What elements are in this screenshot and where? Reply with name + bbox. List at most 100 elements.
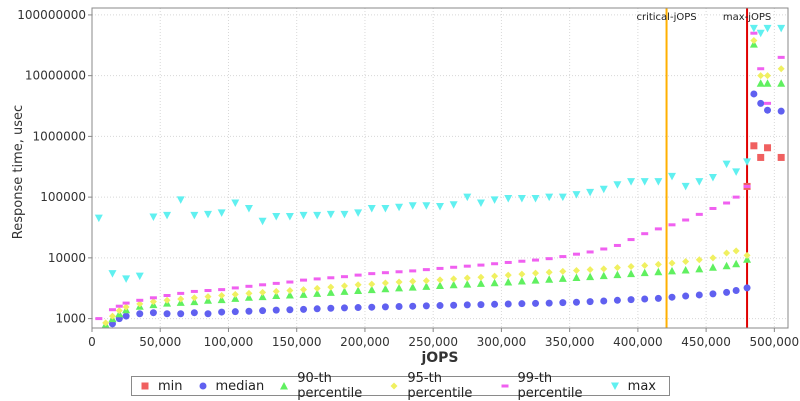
data-point	[750, 90, 758, 98]
data-point	[572, 252, 580, 256]
data-point	[122, 301, 130, 305]
max-jOPS-label: max-jOPS	[723, 12, 771, 23]
data-point	[108, 270, 117, 278]
data-point	[177, 310, 185, 318]
data-point	[517, 194, 526, 203]
data-point	[477, 263, 485, 267]
data-point	[286, 280, 294, 284]
data-point	[204, 293, 212, 301]
data-point	[244, 204, 253, 213]
data-point	[326, 288, 335, 296]
data-point	[627, 238, 635, 242]
data-point	[190, 309, 198, 317]
data-point	[395, 270, 403, 274]
data-point	[654, 294, 662, 302]
data-point	[599, 271, 608, 280]
data-point	[682, 292, 690, 300]
data-point	[476, 279, 485, 287]
data-point	[723, 201, 731, 205]
data-point	[518, 300, 526, 308]
data-point	[108, 308, 116, 312]
data-point	[476, 199, 485, 208]
data-point	[368, 280, 376, 288]
data-point	[654, 260, 662, 268]
data-point	[732, 168, 741, 176]
data-point	[586, 272, 595, 281]
data-point	[367, 204, 376, 213]
data-point	[272, 306, 280, 314]
series-max	[94, 24, 786, 283]
data-point	[313, 284, 321, 292]
data-point	[326, 210, 335, 219]
series-99-th-percentile	[95, 31, 785, 321]
data-point	[190, 289, 198, 293]
data-point	[272, 287, 280, 295]
data-point	[94, 214, 103, 223]
data-point	[272, 212, 281, 221]
x-tick-label: 50,000	[139, 335, 181, 349]
data-point	[545, 275, 554, 283]
data-point	[176, 196, 185, 204]
legend-item: median	[196, 379, 264, 394]
data-point	[757, 72, 765, 80]
data-point	[743, 184, 751, 188]
data-point	[340, 282, 348, 290]
data-point	[204, 210, 212, 219]
data-point	[190, 294, 198, 302]
data-point	[163, 294, 171, 298]
data-point	[217, 209, 226, 217]
data-point	[122, 303, 130, 311]
data-point	[313, 289, 322, 297]
data-point	[422, 282, 431, 290]
data-point	[600, 297, 608, 305]
data-point	[599, 185, 608, 194]
data-point	[218, 292, 226, 300]
data-point	[627, 178, 636, 186]
data-point	[340, 287, 349, 295]
data-point	[641, 295, 649, 303]
data-point	[777, 79, 786, 87]
data-point	[381, 303, 389, 311]
legend-label: max	[627, 378, 656, 394]
data-point	[743, 255, 752, 263]
data-point	[136, 298, 144, 302]
data-point	[722, 261, 731, 270]
data-point	[450, 265, 458, 269]
data-point	[259, 288, 267, 296]
x-tick-label: 0	[88, 335, 96, 349]
data-point	[559, 255, 567, 259]
data-point	[545, 193, 554, 202]
data-point	[750, 31, 758, 35]
data-point	[231, 294, 240, 302]
data-point	[531, 194, 540, 203]
data-point	[572, 273, 581, 281]
data-point	[504, 271, 512, 279]
data-point	[709, 290, 717, 298]
data-point	[559, 267, 567, 275]
legend-marker	[141, 382, 149, 390]
data-point	[204, 310, 212, 318]
data-point	[709, 254, 717, 262]
data-point	[244, 293, 253, 301]
data-point	[299, 211, 308, 220]
data-point	[641, 232, 649, 236]
legend-swatch	[277, 379, 291, 393]
legend-item: 90-th percentile	[277, 371, 374, 401]
data-point	[491, 262, 499, 266]
legend-marker	[610, 382, 619, 390]
legend-marker	[390, 382, 398, 390]
data-point	[354, 304, 362, 312]
data-point	[572, 191, 581, 199]
data-point	[381, 271, 389, 275]
data-point	[122, 275, 131, 283]
data-point	[640, 268, 649, 277]
data-point	[777, 107, 785, 115]
data-point	[340, 210, 349, 219]
critical-jOPS-label: critical-jOPS	[636, 12, 696, 23]
data-point	[313, 211, 322, 220]
data-point	[682, 218, 690, 222]
data-point	[95, 317, 103, 321]
data-point	[422, 202, 431, 210]
legend-label: 99-th percentile	[517, 371, 583, 401]
